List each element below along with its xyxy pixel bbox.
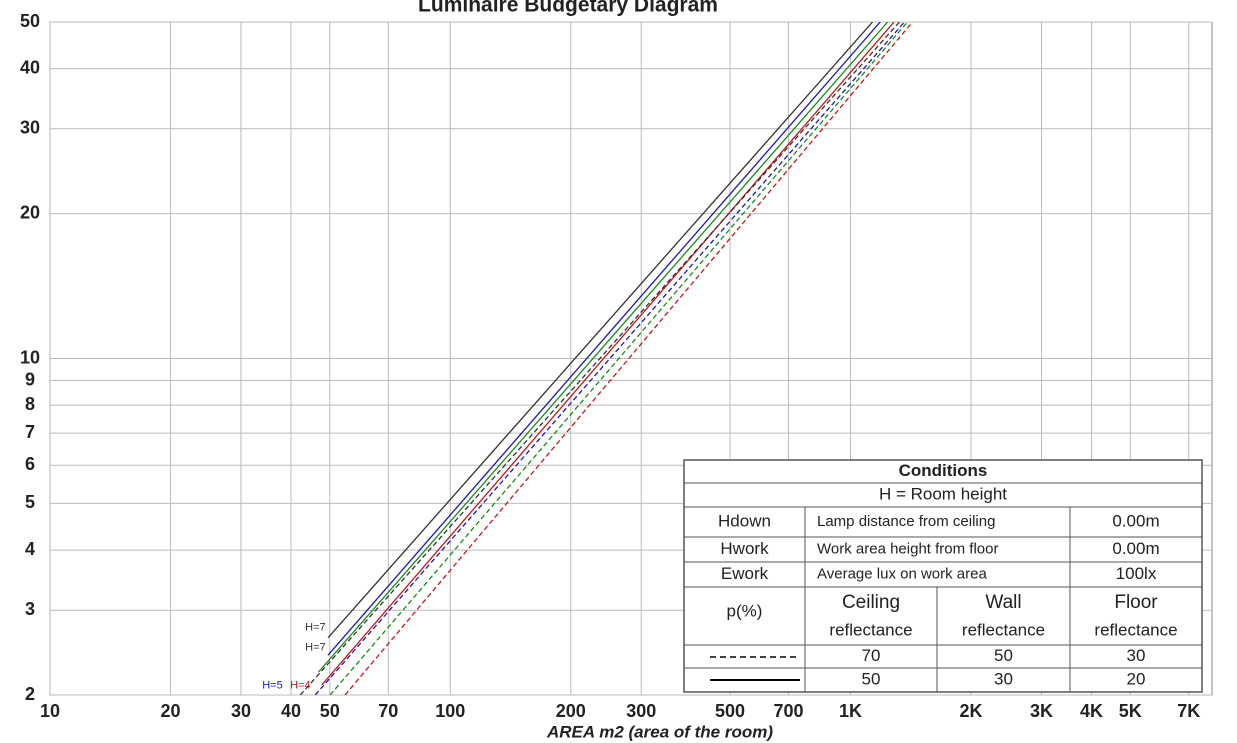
x-tick-label: 10: [40, 701, 60, 721]
y-tick-label: 3: [25, 599, 35, 619]
x-tick-label: 1K: [839, 701, 862, 721]
y-tick-label: 7: [25, 422, 35, 442]
x-tick-label: 70: [378, 701, 398, 721]
table-cell: 50: [994, 646, 1013, 665]
series-line: [317, 22, 889, 673]
y-tick-label: 20: [20, 202, 40, 222]
series-line: [329, 22, 909, 695]
y-tick-label: 50: [20, 11, 40, 31]
x-tick-label: 40: [281, 701, 301, 721]
table-header: reflectance: [829, 620, 912, 639]
x-tick-label: 500: [715, 701, 745, 721]
series-line: [327, 22, 881, 656]
x-tick-label: 200: [556, 701, 586, 721]
x-tick-label: 30: [231, 701, 251, 721]
series-line: [327, 22, 874, 639]
annotation: H=4: [290, 680, 311, 692]
series-line: [321, 22, 895, 686]
table-cell: 0.00m: [1112, 511, 1159, 530]
table-frame: [683, 459, 1203, 693]
annotation: H=5: [262, 680, 283, 692]
x-tick-label: 5K: [1119, 701, 1142, 721]
table-cell: 70: [862, 646, 881, 665]
x-tick-label: 20: [160, 701, 180, 721]
series-line: [314, 22, 905, 695]
table-cell: Hwork: [720, 539, 769, 558]
x-tick-label: 100: [435, 701, 465, 721]
x-tick-label: 50: [320, 701, 340, 721]
y-tick-label: 40: [20, 57, 40, 77]
table-header: reflectance: [1094, 620, 1177, 639]
x-tick-label: 2K: [960, 701, 983, 721]
table-cell: Ework: [721, 564, 769, 583]
x-tick-label: 300: [626, 701, 656, 721]
table-cell: 20: [1127, 669, 1146, 688]
y-tick-label: 30: [20, 118, 40, 138]
table-header: reflectance: [962, 620, 1045, 639]
table-cell: Work area height from floor: [817, 540, 998, 557]
table-title: Conditions: [899, 461, 988, 480]
y-tick-label: 9: [25, 369, 35, 389]
table-cell: Lamp distance from ceiling: [817, 513, 995, 530]
table-cell: 50: [862, 669, 881, 688]
y-tick-label: 4: [25, 539, 35, 559]
x-tick-label: 700: [774, 701, 804, 721]
table-cell: 30: [1127, 646, 1146, 665]
y-tick-label: 10: [20, 347, 40, 367]
annotation: H=7: [305, 622, 326, 634]
table-cell: 0.00m: [1112, 539, 1159, 558]
chart-title: Luminaire Budgetary Diagram: [418, 0, 718, 17]
table-header: Wall: [985, 592, 1021, 613]
table-header: Ceiling: [842, 592, 900, 613]
table-cell: Hdown: [718, 511, 771, 530]
table-cell: 30: [994, 669, 1013, 688]
series-line: [344, 22, 914, 695]
y-tick-label: 6: [25, 454, 35, 474]
series-line: [299, 22, 900, 695]
annotation: H=7: [305, 641, 326, 653]
table-cell: p(%): [727, 601, 763, 620]
x-axis-label: AREA m2 (area of the room): [546, 722, 773, 741]
table-subtitle: H = Room height: [879, 484, 1007, 503]
table-cell: Average lux on work area: [817, 565, 987, 582]
table-header: Floor: [1114, 592, 1158, 613]
y-tick-label: 2: [25, 684, 35, 704]
y-tick-label: 5: [25, 492, 35, 512]
y-tick-label: 8: [25, 394, 35, 414]
x-tick-label: 7K: [1177, 701, 1200, 721]
x-tick-label: 3K: [1030, 701, 1053, 721]
x-tick-label: 4K: [1080, 701, 1103, 721]
table-cell: 100lx: [1116, 564, 1157, 583]
